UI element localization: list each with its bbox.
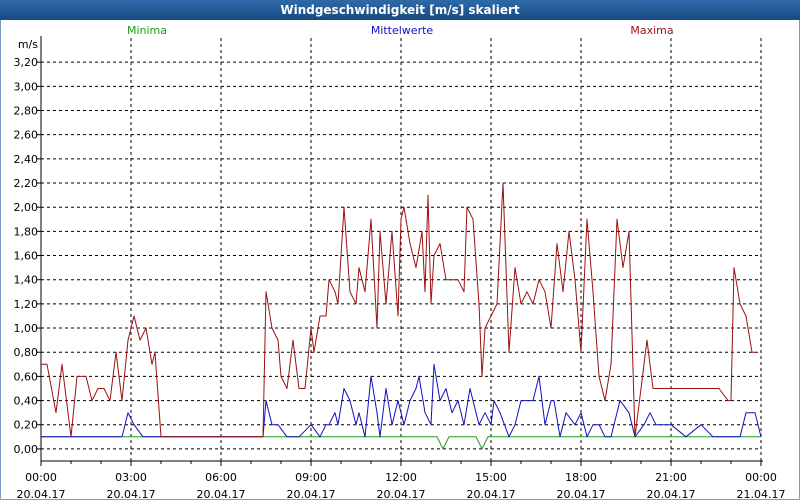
x-tick-time: 00:00	[745, 471, 777, 484]
y-tick-label: 1,00	[14, 322, 39, 335]
legend-maxima: Maxima	[630, 24, 673, 37]
window-title: Windgeschwindigkeit [m/s] skaliert	[0, 0, 800, 20]
x-tick-time: 09:00	[295, 471, 327, 484]
y-tick-label: 0,40	[14, 395, 39, 408]
y-tick-label: 1,80	[14, 225, 39, 238]
x-tick-date: 20.04.17	[647, 488, 696, 499]
legend-minima: Minima	[127, 24, 167, 37]
x-tick-time: 15:00	[475, 471, 507, 484]
series	[41, 182, 762, 450]
y-tick-label: 3,00	[14, 80, 39, 93]
y-tick-label: 2,40	[14, 153, 39, 166]
series-line-minima	[41, 436, 761, 450]
x-tick-time: 21:00	[655, 471, 687, 484]
x-tick-date: 20.04.17	[197, 488, 246, 499]
x-tick-date: 20.04.17	[557, 488, 606, 499]
chart-frame: 0,00 0,20 0,40 0,60 0,80 1,00 1,20 1,40 1,60 1,80…	[0, 20, 800, 500]
x-tick-time: 03:00	[115, 471, 147, 484]
y-tick-label: 2,80	[14, 105, 39, 118]
axes	[37, 36, 763, 466]
x-tick-date: 20.04.17	[467, 488, 516, 499]
y-tick-label: 3,20	[14, 56, 39, 69]
x-tick-time: 00:00	[25, 471, 57, 484]
y-tick-label: 1,40	[14, 274, 39, 287]
legend-mittelwerte: Mittelwerte	[371, 24, 434, 37]
x-tick-time: 12:00	[385, 471, 417, 484]
y-tick-label: 2,60	[14, 129, 39, 142]
series-line-maxima	[41, 182, 755, 438]
x-tick-date: 21.04.17	[737, 488, 786, 499]
series-line-mittelwerte	[41, 363, 762, 438]
y-tick-label: 0,60	[14, 370, 39, 383]
y-tick-label: 0,00	[14, 443, 39, 456]
y-tick-label: 2,00	[14, 201, 39, 214]
x-tick-time: 18:00	[565, 471, 597, 484]
labels: 0,00 0,20 0,40 0,60 0,80 1,00 1,20 1,40 1,60 1,80…	[14, 24, 786, 499]
x-tick-date: 20.04.17	[377, 488, 426, 499]
y-tick-label: 0,80	[14, 346, 39, 359]
y-tick-label: 2,20	[14, 177, 39, 190]
x-tick-date: 20.04.17	[17, 488, 66, 499]
y-axis-label: m/s	[18, 38, 38, 51]
y-tick-label: 1,60	[14, 250, 39, 263]
x-tick-date: 20.04.17	[107, 488, 156, 499]
wind-speed-chart: 0,00 0,20 0,40 0,60 0,80 1,00 1,20 1,40 1,60 1,80…	[1, 20, 799, 499]
y-tick-label: 0,20	[14, 419, 39, 432]
y-tick-label: 1,20	[14, 298, 39, 311]
x-tick-time: 06:00	[205, 471, 237, 484]
x-tick-date: 20.04.17	[287, 488, 336, 499]
